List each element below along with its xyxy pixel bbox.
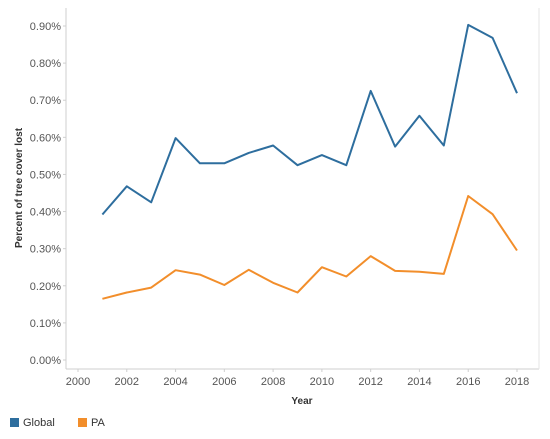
legend-swatch xyxy=(78,418,87,427)
y-tick-label: 0.00% xyxy=(30,355,61,367)
y-axis-title: Percent of tree cover lost xyxy=(14,127,25,248)
x-tick-label: 2010 xyxy=(310,376,334,388)
x-tick-label: 2006 xyxy=(212,376,236,388)
legend-swatch xyxy=(10,418,19,427)
x-tick-label: 2018 xyxy=(505,376,529,388)
legend-item-pa: PA xyxy=(78,417,106,429)
y-tick-label: 0.10% xyxy=(30,318,61,330)
legend-label: Global xyxy=(23,417,55,429)
x-tick-label: 2008 xyxy=(261,376,285,388)
x-tick-label: 2000 xyxy=(66,376,90,388)
x-tick-label: 2016 xyxy=(456,376,480,388)
y-tick-label: 0.40% xyxy=(30,207,61,219)
y-tick-label: 0.30% xyxy=(30,244,61,256)
y-tick-label: 0.70% xyxy=(30,95,61,107)
x-tick-label: 2012 xyxy=(358,376,382,388)
x-tick-label: 2002 xyxy=(115,376,139,388)
y-axis: 0.00% 0.10% 0.20% 0.30% 0.40% 0.50% 0.60% 0.70%… xyxy=(30,21,66,367)
y-tick-label: 0.60% xyxy=(30,132,61,144)
series-line-global xyxy=(101,23,518,216)
x-tick-label: 2004 xyxy=(163,376,187,388)
series-lines xyxy=(101,23,518,300)
y-tick-label: 0.50% xyxy=(30,169,61,181)
y-tick-label: 0.90% xyxy=(30,21,61,33)
x-axis-title: Year xyxy=(291,396,312,407)
x-tick-label: 2014 xyxy=(407,376,431,388)
legend: Global PA xyxy=(10,417,106,429)
y-tick-label: 0.80% xyxy=(30,58,61,70)
plot-frame xyxy=(65,8,540,370)
legend-item-global: Global xyxy=(10,417,55,429)
x-axis: 2000 2002 2004 2006 2008 2010 2012 2014 2016 2018 xyxy=(66,369,529,388)
legend-label: PA xyxy=(91,417,106,429)
series-line-pa xyxy=(102,195,518,300)
y-tick-label: 0.20% xyxy=(30,281,61,293)
